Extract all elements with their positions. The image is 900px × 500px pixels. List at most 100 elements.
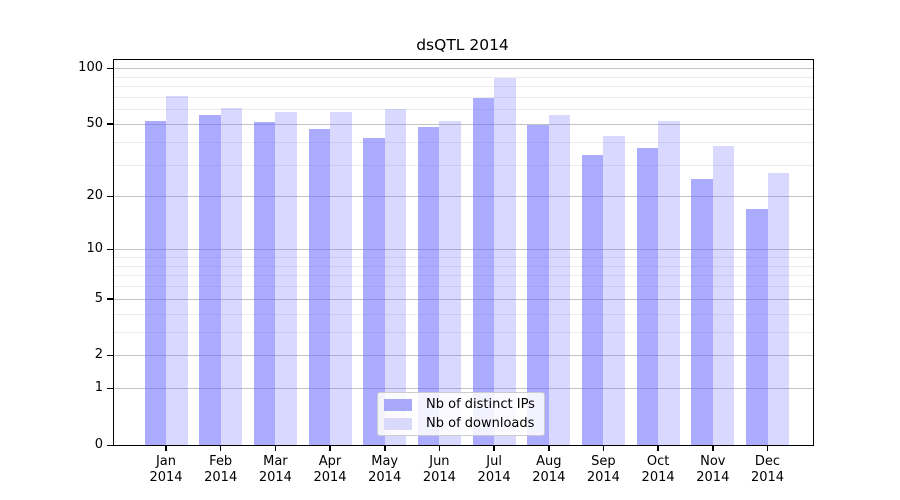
x-tick-year: 2014 xyxy=(477,469,511,485)
x-tick xyxy=(602,445,605,451)
bar-downloads-jan xyxy=(166,95,188,445)
x-tick-label: Mar 2014 xyxy=(247,454,303,485)
legend-item: Nb of distinct IPs xyxy=(378,397,544,413)
legend-swatch-downloads xyxy=(384,417,412,430)
bar-downloads-apr xyxy=(330,111,352,445)
x-tick-label: Apr 2014 xyxy=(302,454,358,485)
y-tick-label: 0 xyxy=(94,437,103,452)
x-tick xyxy=(493,445,495,451)
minor-gridline xyxy=(114,109,813,111)
x-tick-label: Feb 2014 xyxy=(193,454,249,485)
x-tick-label: Sep 2014 xyxy=(575,454,631,485)
bar-downloads-sep xyxy=(603,135,625,445)
bar-distinct-ips-dec xyxy=(746,208,768,445)
x-tick-month: Apr xyxy=(318,454,342,469)
x-tick-year: 2014 xyxy=(204,469,238,485)
minor-gridline xyxy=(114,86,813,87)
x-tick-month: Nov xyxy=(700,454,726,469)
plot-area xyxy=(113,59,814,446)
major-gridline xyxy=(114,196,813,198)
x-tick xyxy=(329,445,331,451)
x-tick-month: Jan xyxy=(155,454,177,469)
minor-gridline xyxy=(114,313,813,315)
x-tick-month: Jul xyxy=(486,454,502,469)
major-gridline xyxy=(114,68,813,69)
y-tick-label: 100 xyxy=(78,60,103,75)
x-tick-month: Mar xyxy=(263,454,288,469)
bar-downloads-feb xyxy=(220,107,243,445)
bar-distinct-ips-jan xyxy=(144,120,166,445)
legend: Nb of distinct IPs Nb of downloads xyxy=(377,392,545,436)
major-gridline xyxy=(114,355,813,357)
bar-downloads-jul xyxy=(494,78,516,445)
x-tick xyxy=(219,445,222,451)
bar-distinct-ips-may xyxy=(363,137,385,445)
x-tick xyxy=(274,445,277,451)
y-tick-label: 2 xyxy=(94,347,103,363)
bar-downloads-jun xyxy=(439,120,461,445)
bar-distinct-ips-sep xyxy=(581,154,604,445)
x-tick-month: Oct xyxy=(646,454,670,469)
x-tick-year: 2014 xyxy=(368,469,402,485)
y-tick-label: 10 xyxy=(86,241,103,257)
minor-gridline xyxy=(114,331,813,333)
x-tick xyxy=(766,445,769,451)
minor-gridline xyxy=(114,96,813,98)
major-gridline xyxy=(114,298,813,300)
x-tick-label: May 2014 xyxy=(357,454,413,485)
bar-downloads-dec xyxy=(767,172,789,445)
x-tick-year: 2014 xyxy=(586,469,620,485)
x-tick xyxy=(438,445,441,451)
bar-distinct-ips-jun xyxy=(417,127,440,445)
y-tick xyxy=(107,444,114,446)
bar-distinct-ips-aug xyxy=(527,125,549,445)
minor-gridline xyxy=(114,76,813,78)
x-tick-label: Jul 2014 xyxy=(466,454,522,485)
bar-distinct-ips-nov xyxy=(691,178,713,445)
legend-label: Nb of downloads xyxy=(426,416,535,431)
minor-gridline xyxy=(114,275,813,277)
bar-distinct-ips-jul xyxy=(472,97,495,445)
x-tick-label: Oct 2014 xyxy=(630,454,686,485)
major-gridline xyxy=(114,249,813,251)
y-tick-label: 20 xyxy=(86,188,103,204)
x-tick xyxy=(384,445,386,451)
x-tick-label: Dec 2014 xyxy=(740,454,796,485)
bar-distinct-ips-apr xyxy=(308,128,330,445)
x-tick-year: 2014 xyxy=(641,469,675,485)
bar-downloads-mar xyxy=(275,111,297,445)
y-tick xyxy=(107,298,114,300)
minor-gridline xyxy=(114,265,813,267)
y-tick-label: 50 xyxy=(86,115,103,131)
bar-distinct-ips-feb xyxy=(199,114,221,445)
bar-downloads-nov xyxy=(712,145,735,445)
major-gridline xyxy=(114,123,813,125)
x-tick-label: Nov 2014 xyxy=(685,454,741,485)
y-tick xyxy=(107,387,114,390)
legend-label: Nb of distinct IPs xyxy=(426,397,535,412)
x-tick-month: Jun xyxy=(429,454,450,469)
y-tick-label: 1 xyxy=(94,380,103,396)
x-tick-month: Dec xyxy=(754,454,781,469)
x-tick-month: Aug xyxy=(536,454,562,469)
x-tick-month: Sep xyxy=(591,454,616,469)
y-tick xyxy=(107,67,114,69)
minor-gridline xyxy=(114,286,813,287)
minor-gridline xyxy=(114,164,813,166)
x-tick-month: May xyxy=(371,454,399,469)
minor-gridline xyxy=(114,141,813,143)
x-tick-year: 2014 xyxy=(258,469,292,485)
x-tick xyxy=(165,445,167,451)
major-gridline xyxy=(114,388,813,390)
x-tick-label: Aug 2014 xyxy=(521,454,577,485)
x-tick-label: Jun 2014 xyxy=(411,454,467,485)
bar-downloads-oct xyxy=(658,120,680,445)
x-tick xyxy=(657,445,659,451)
minor-gridline xyxy=(114,256,813,258)
x-tick-month: Feb xyxy=(209,454,233,469)
bar-distinct-ips-oct xyxy=(636,147,659,445)
legend-swatch-distinct-ips xyxy=(384,398,412,411)
x-tick-year: 2014 xyxy=(532,469,566,485)
y-tick xyxy=(107,248,114,251)
x-tick-year: 2014 xyxy=(696,469,730,485)
